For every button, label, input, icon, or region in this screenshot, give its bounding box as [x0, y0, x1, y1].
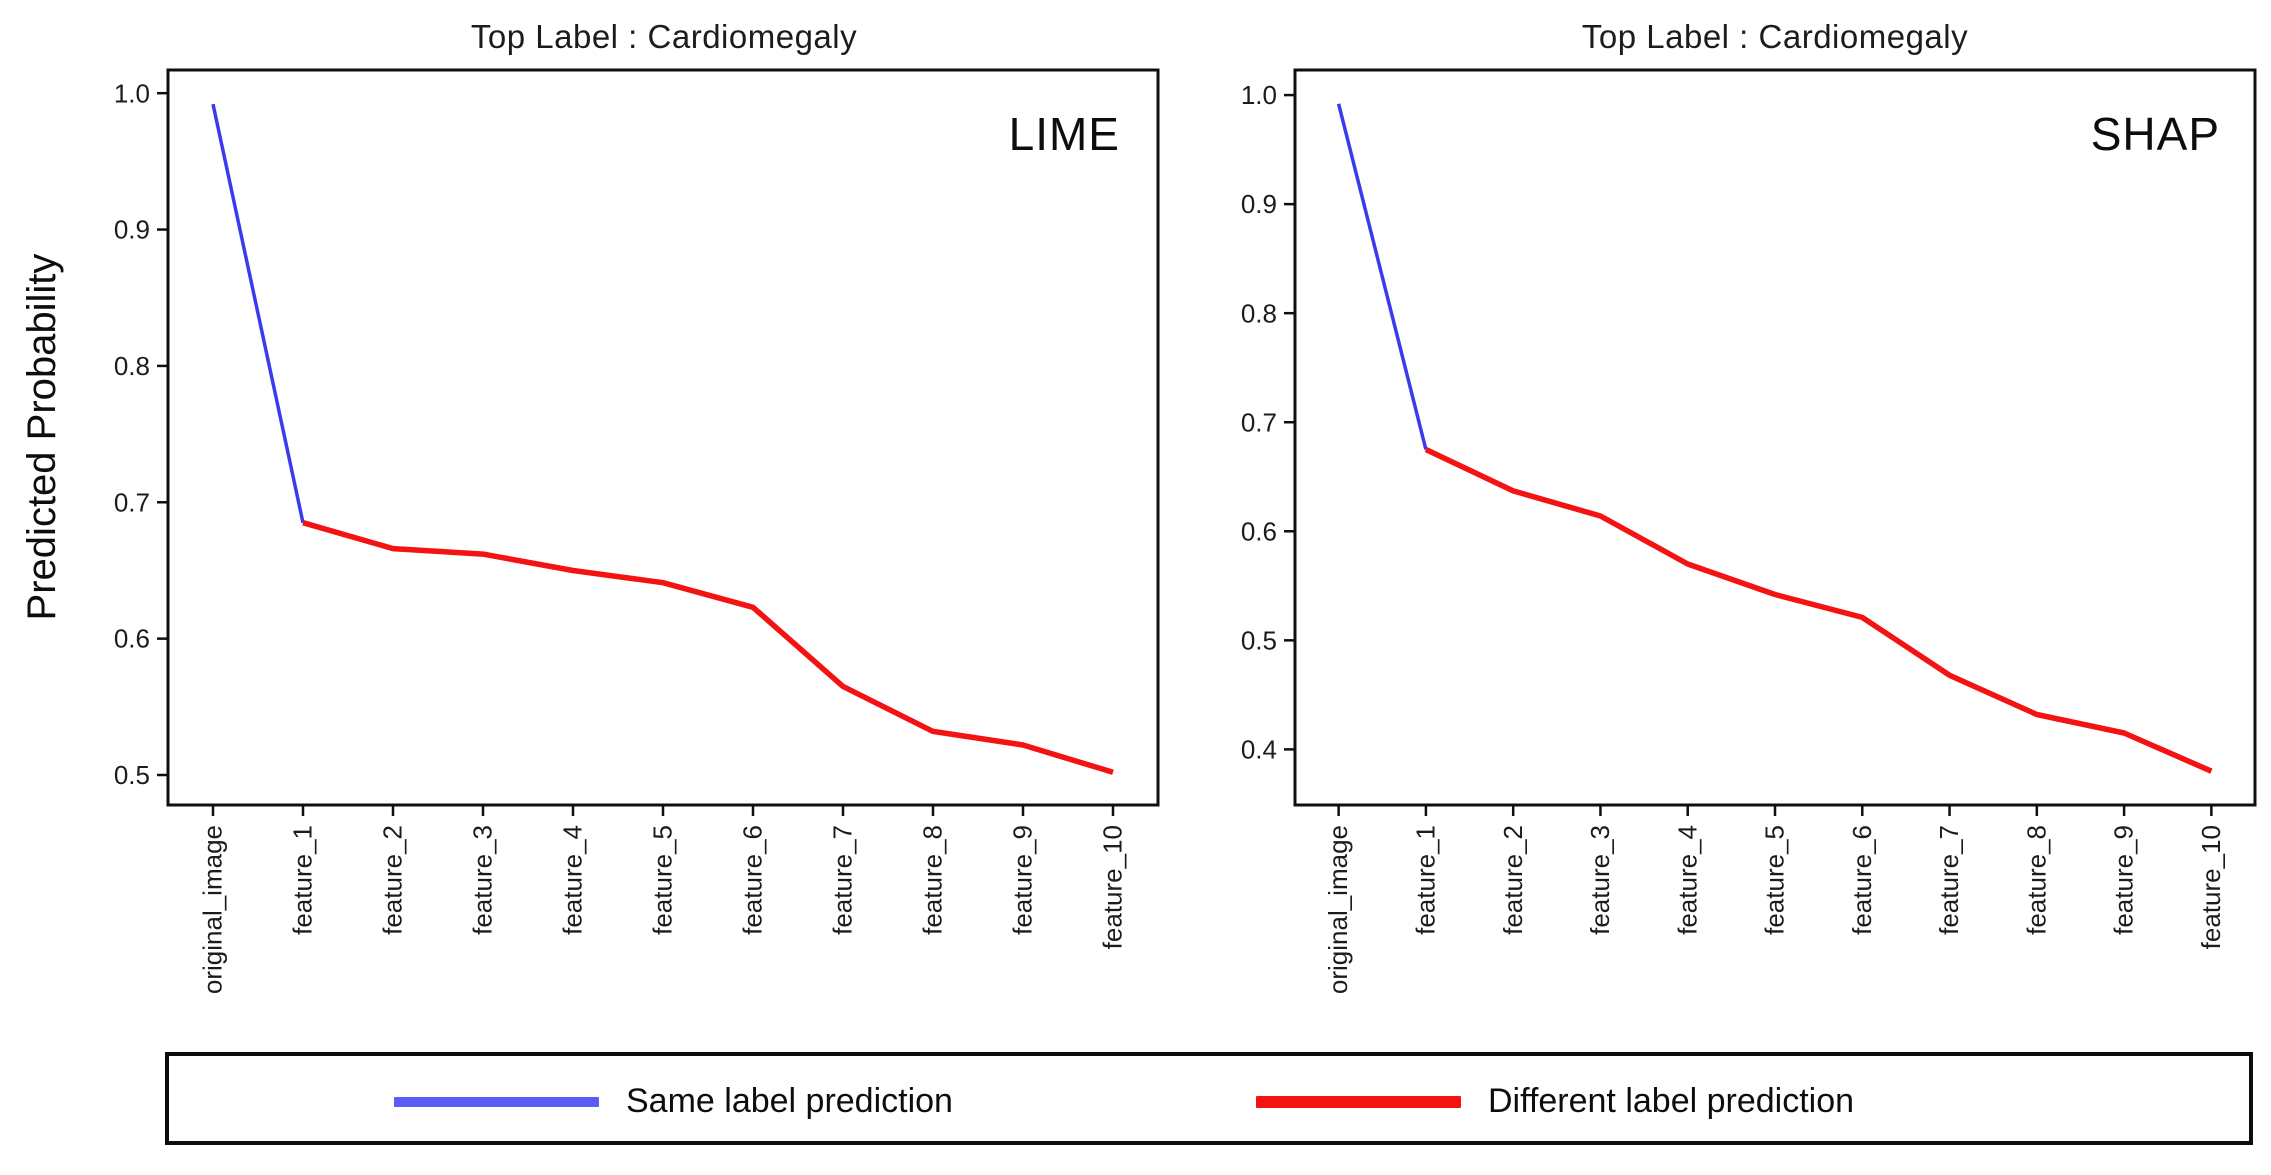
lime-method-label: LIME: [1008, 108, 1120, 160]
right-chart-title: Top Label : Cardiomegaly: [1581, 18, 1969, 55]
y-tick-label: 0.7: [114, 487, 150, 517]
x-tick-label: feature_3: [468, 825, 498, 935]
x-tick-label: feature_5: [648, 825, 678, 935]
x-tick-label: feature_5: [1760, 825, 1790, 935]
different-label-line: [1424, 447, 2213, 774]
y-tick-label: 0.6: [114, 624, 150, 654]
y-tick-label: 1.0: [1241, 80, 1277, 110]
shap-method-label: SHAP: [2090, 108, 2220, 160]
x-tick-label: feature_7: [1934, 825, 1964, 935]
y-tick-label: 0.8: [114, 351, 150, 381]
y-tick-label: 0.5: [114, 760, 150, 790]
x-tick-label: feature_8: [918, 825, 948, 935]
x-tick-label: feature_10: [1098, 825, 1128, 949]
plot-border: [166, 68, 1160, 807]
x-tick-label: feature_10: [2196, 825, 2226, 949]
same-label-legend-text: Same label prediction: [626, 1082, 953, 1120]
different-label-legend-swatch: [1256, 1096, 1461, 1108]
y-tick-label: 0.8: [1241, 298, 1277, 328]
y-tick-label: 0.5: [1241, 625, 1277, 655]
x-tick-label: feature_3: [1585, 825, 1615, 935]
x-tick-label: feature_7: [828, 825, 858, 935]
x-tick-label: original_image: [1323, 825, 1353, 994]
different-label-legend-text: Different label prediction: [1488, 1082, 1855, 1120]
x-tick-label: feature_6: [1847, 825, 1877, 935]
x-tick-label: feature_4: [558, 825, 588, 935]
same-label-line: [211, 103, 305, 524]
y-tick-label: 0.9: [1241, 189, 1277, 219]
x-tick-label: feature_4: [1672, 825, 1702, 935]
x-tick-label: original_image: [198, 825, 228, 994]
y-tick-label: 0.7: [1241, 407, 1277, 437]
y-tick-label: 0.4: [1241, 734, 1277, 764]
x-tick-label: feature_9: [1008, 825, 1038, 935]
x-tick-label: feature_8: [2021, 825, 2051, 935]
x-tick-label: feature_9: [2109, 825, 2139, 935]
y-tick-label: 1.0: [114, 78, 150, 108]
plot-border: [1293, 68, 2257, 807]
y-tick-label: 0.9: [114, 215, 150, 245]
same-label-legend-swatch: [394, 1097, 599, 1107]
legend-box: Same label prediction Different label pr…: [165, 1052, 2253, 1145]
same-label-line: [1336, 103, 1428, 450]
left-chart-title: Top Label : Cardiomegaly: [470, 18, 858, 55]
x-tick-label: feature_1: [288, 825, 318, 935]
x-tick-label: feature_6: [738, 825, 768, 935]
x-tick-label: feature_2: [1498, 825, 1528, 935]
different-label-line: [302, 520, 1114, 775]
x-tick-label: feature_2: [378, 825, 408, 935]
y-tick-label: 0.6: [1241, 516, 1277, 546]
x-tick-label: feature_1: [1410, 825, 1440, 935]
